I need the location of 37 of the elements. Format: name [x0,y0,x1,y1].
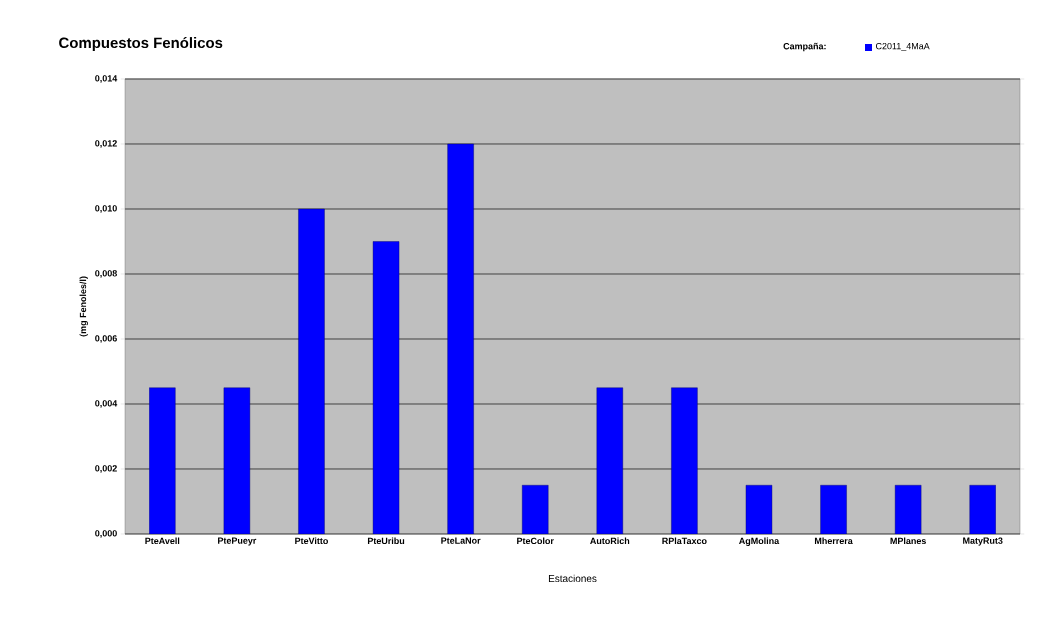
y-tick-label: 0,008 [95,270,117,278]
x-tick-label: PteLaNor [441,537,481,544]
bar [149,387,176,534]
x-tick-label: Mherrera [814,537,853,545]
bar [372,241,400,534]
legend-title: Campaña: [783,42,826,52]
bar [522,485,549,534]
bar [447,143,474,534]
x-tick-label: PteVitto [295,537,328,545]
x-tick-label: RPlaTaxco [662,537,707,545]
x-tick-label: MatyRut3 [963,537,1003,546]
x-tick-label: PtePueyr [218,537,257,546]
y-tick-label: 0,004 [95,400,118,408]
y-axis-title: (mg Fenoles/l) [79,276,88,337]
y-tick-label: 0,012 [95,140,117,148]
bar [969,485,996,534]
y-tick-label: 0,014 [95,75,118,83]
legend-label: C2011_4MaA [875,42,930,52]
x-tick-label: AgMolina [739,537,780,546]
y-tick-label: 0,002 [95,465,117,473]
bar [223,387,251,534]
y-tick-label: 0,006 [95,335,117,343]
bar [596,387,623,534]
x-axis-title: Estaciones [548,574,597,583]
bar [820,485,847,534]
bar [894,485,922,534]
x-tick-label: AutoRich [590,537,630,545]
x-tick-label: PteColor [517,537,554,545]
bar [298,208,325,534]
x-tick-label: PteUribu [367,537,405,545]
chart-title: Compuestos Fenólicos [59,36,223,52]
x-tick-label: MPlanes [890,537,926,545]
x-tick-label: PteAvell [145,537,180,545]
bar [745,485,773,534]
bar [671,387,698,534]
y-tick-label: 0,010 [95,205,117,213]
y-tick-label: 0,000 [95,530,117,538]
